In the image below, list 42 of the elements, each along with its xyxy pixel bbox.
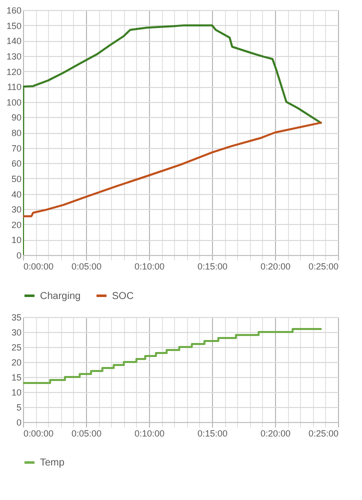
x-tick-label: 0:00:00 xyxy=(24,428,54,438)
x-tick-label: 0:25:00 xyxy=(308,428,338,438)
y-tick-label: 15 xyxy=(11,372,22,382)
y-tick-label: 120 xyxy=(6,66,22,77)
x-tick-label: 0:10:00 xyxy=(134,428,165,438)
x-tick-label: 0:05:00 xyxy=(71,262,102,272)
y-tick-label: 110 xyxy=(7,82,22,92)
legend-label: SOC xyxy=(112,290,134,302)
x-tick-label: 0:25:00 xyxy=(308,262,338,272)
line-series xyxy=(23,24,323,255)
y-tick-label: 10 xyxy=(11,388,22,398)
y-tick-label: 5 xyxy=(16,402,22,412)
y-tick-label: 30 xyxy=(11,204,22,215)
y-tick-label: 35 xyxy=(11,312,22,322)
y-tick-label: 25 xyxy=(11,342,22,352)
y-tick-label: 130 xyxy=(6,51,22,62)
y-tick-label: 50 xyxy=(11,174,22,184)
x-tick-label: 0:20:00 xyxy=(260,428,291,438)
x-tick-label: 0:15:00 xyxy=(197,428,228,438)
x-tick-label: 0:05:00 xyxy=(71,428,102,438)
y-tick-label: 0 xyxy=(16,250,22,260)
legend-label: Temp xyxy=(40,458,65,468)
y-tick-label: 30 xyxy=(11,328,22,338)
y-tick-label: 0 xyxy=(16,418,22,428)
y-tick-label: 40 xyxy=(11,189,22,200)
y-tick-label: 160 xyxy=(6,6,22,16)
legend-label: Charging xyxy=(40,290,81,302)
line-series xyxy=(23,122,323,218)
y-tick-label: 100 xyxy=(6,97,22,108)
x-tick-label: 0:20:00 xyxy=(260,262,291,272)
y-tick-label: 70 xyxy=(11,143,22,154)
y-tick-label: 20 xyxy=(11,220,22,230)
y-tick-label: 80 xyxy=(11,128,22,138)
x-tick-label: 0:15:00 xyxy=(197,262,228,272)
y-tick-label: 20 xyxy=(11,358,22,368)
x-tick-label: 0:10:00 xyxy=(134,262,165,272)
y-tick-label: 140 xyxy=(6,36,22,46)
y-tick-label: 60 xyxy=(11,158,22,169)
y-tick-label: 90 xyxy=(11,112,22,123)
y-tick-label: 150 xyxy=(6,20,22,31)
x-tick-label: 0:00:00 xyxy=(24,262,54,272)
y-tick-label: 10 xyxy=(11,235,22,246)
